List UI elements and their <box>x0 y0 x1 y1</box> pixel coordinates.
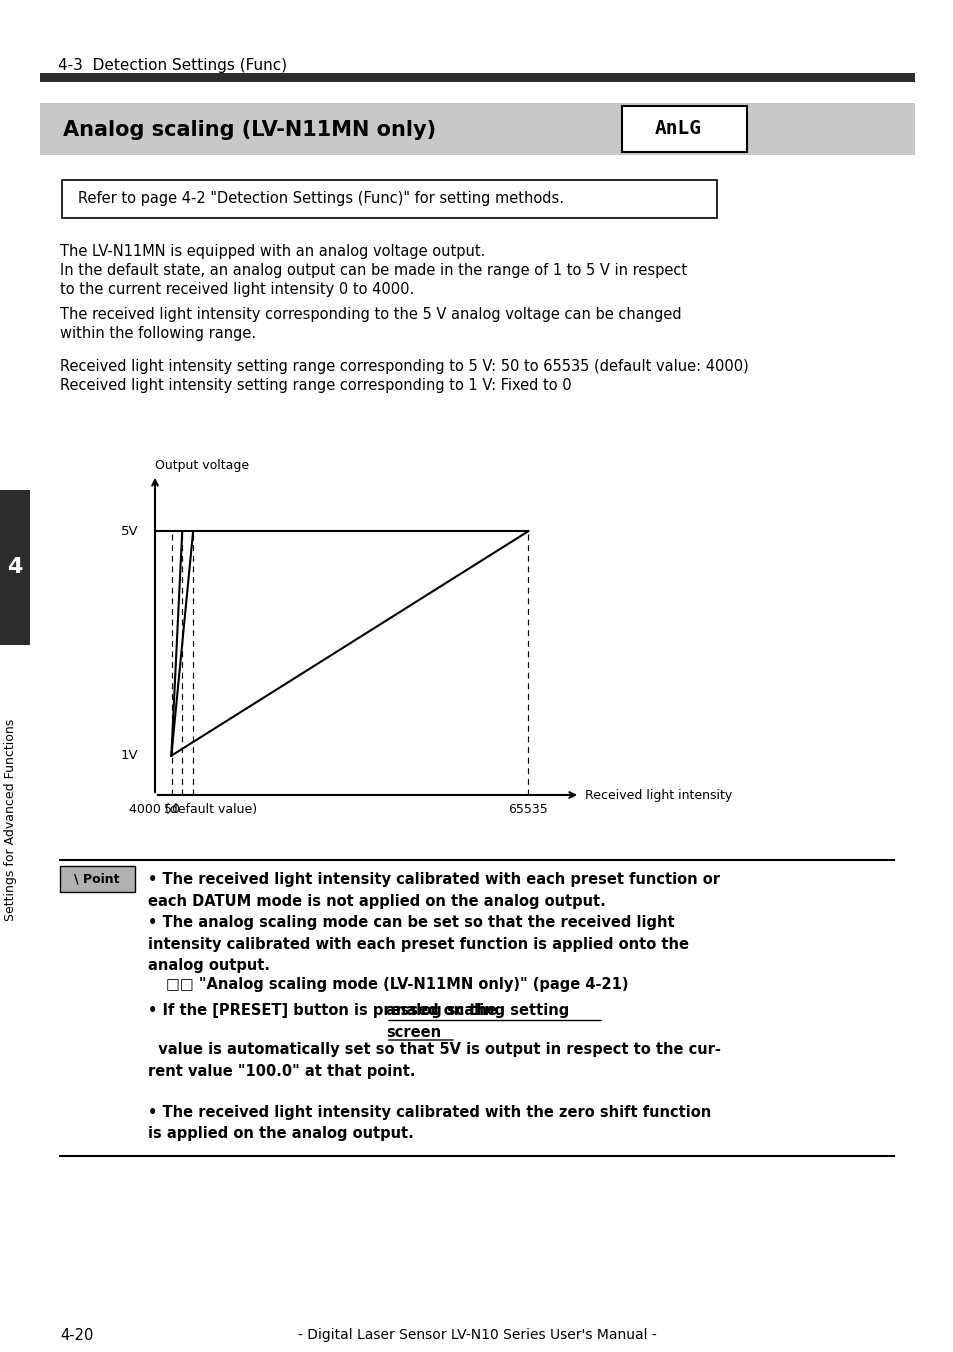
Text: 65535: 65535 <box>508 803 548 817</box>
Bar <box>60 867 135 892</box>
Text: • If the [PRESET] button is pressed on the: • If the [PRESET] button is pressed on t… <box>148 1003 501 1018</box>
Bar <box>621 105 746 151</box>
Text: The received light intensity corresponding to the 5 V analog voltage can be chan: The received light intensity correspondi… <box>60 307 680 322</box>
Text: \ Point: \ Point <box>74 872 120 886</box>
Text: • The analog scaling mode can be set so that the received light
intensity calibr: • The analog scaling mode can be set so … <box>148 915 688 973</box>
Text: 50: 50 <box>164 803 179 817</box>
Text: value is automatically set so that 5V is output in respect to the cur-
rent valu: value is automatically set so that 5V is… <box>148 1042 720 1079</box>
Text: □□ "Analog scaling mode (LV-N11MN only)" (page 4-21): □□ "Analog scaling mode (LV-N11MN only)"… <box>166 977 628 992</box>
Text: 5V: 5V <box>121 525 138 538</box>
Bar <box>40 73 914 82</box>
Bar <box>62 180 717 218</box>
Text: • The received light intensity calibrated with the zero shift function
is applie: • The received light intensity calibrate… <box>148 1105 711 1141</box>
Text: 1V: 1V <box>121 749 138 763</box>
Text: AnLG: AnLG <box>655 119 701 138</box>
Text: analog scaling setting
screen: analog scaling setting screen <box>386 1003 569 1040</box>
Bar <box>40 103 914 155</box>
Text: Settings for Advanced Functions: Settings for Advanced Functions <box>5 719 17 921</box>
Text: 4-3  Detection Settings (Func): 4-3 Detection Settings (Func) <box>58 58 287 73</box>
Text: 4: 4 <box>8 557 23 577</box>
Text: Received light intensity setting range corresponding to 5 V: 50 to 65535 (defaul: Received light intensity setting range c… <box>60 360 748 375</box>
Bar <box>0 489 30 645</box>
Text: Output voltage: Output voltage <box>154 460 249 472</box>
Text: within the following range.: within the following range. <box>60 326 255 341</box>
Text: The LV-N11MN is equipped with an analog voltage output.: The LV-N11MN is equipped with an analog … <box>60 243 485 260</box>
Text: In the default state, an analog output can be made in the range of 1 to 5 V in r: In the default state, an analog output c… <box>60 264 686 279</box>
Text: • The received light intensity calibrated with each preset function or
each DATU: • The received light intensity calibrate… <box>148 872 720 909</box>
Text: 4-20: 4-20 <box>60 1328 93 1343</box>
Text: Received light intensity: Received light intensity <box>585 788 732 802</box>
Text: Analog scaling (LV-N11MN only): Analog scaling (LV-N11MN only) <box>63 120 436 141</box>
Text: to the current received light intensity 0 to 4000.: to the current received light intensity … <box>60 283 414 297</box>
Text: 4000 (default value): 4000 (default value) <box>129 803 257 817</box>
Text: - Digital Laser Sensor LV-N10 Series User's Manual -: - Digital Laser Sensor LV-N10 Series Use… <box>297 1328 656 1343</box>
Text: Received light intensity setting range corresponding to 1 V: Fixed to 0: Received light intensity setting range c… <box>60 379 571 393</box>
Text: Refer to page 4-2 "Detection Settings (Func)" for setting methods.: Refer to page 4-2 "Detection Settings (F… <box>78 192 563 207</box>
